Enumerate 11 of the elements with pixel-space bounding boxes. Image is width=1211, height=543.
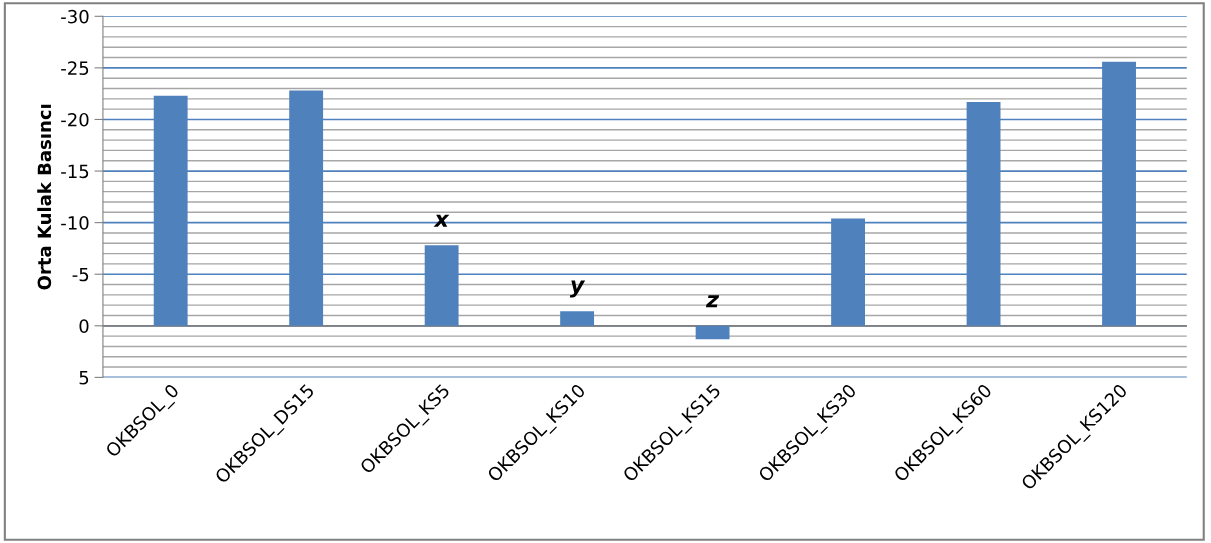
annotation: z	[705, 295, 720, 308]
y-tick-label: -25	[61, 61, 89, 75]
y-tick-label: 5	[79, 371, 89, 385]
y-tick-label: -10	[61, 216, 89, 230]
y-tick-label: -20	[61, 112, 89, 127]
y-tick-label: 0	[79, 319, 89, 333]
y-tick-label: -5	[72, 267, 89, 282]
y-tick-label: -15	[61, 164, 89, 179]
y-axis-title: Orta Kulak Basıncı	[37, 104, 52, 290]
y-tick-label: -30	[61, 9, 89, 24]
annotation: y	[569, 280, 586, 298]
